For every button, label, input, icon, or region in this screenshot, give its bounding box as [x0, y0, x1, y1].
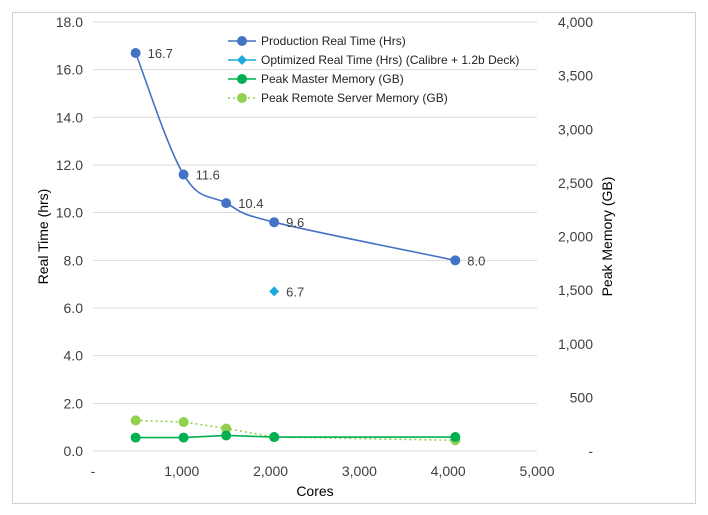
y-tick-label: 14.0 [56, 109, 83, 125]
y2-axis-title: Peak Memory (GB) [599, 177, 615, 297]
grid-layer [93, 21, 537, 452]
y-tick-label: 6.0 [64, 300, 84, 316]
y2-tick-label: 4,000 [558, 14, 593, 30]
y2-tick-label: 3,000 [558, 121, 593, 137]
data-point [221, 430, 232, 441]
y2-tick-label: 500 [570, 389, 594, 405]
y2-tick-label: 2,000 [558, 229, 593, 245]
legend-label: Production Real Time (Hrs) [261, 34, 406, 48]
series-layer [130, 47, 461, 446]
legend-item: Production Real Time (Hrs) [228, 34, 406, 48]
y-tick-label: 0.0 [64, 443, 84, 459]
data-label: 6.7 [286, 284, 304, 299]
y2-tick-label: 1,500 [558, 282, 593, 298]
legend-label: Peak Master Memory (GB) [261, 72, 404, 86]
data-point [269, 286, 280, 297]
legend-item: Peak Remote Server Memory (GB) [228, 91, 448, 105]
data-point [450, 432, 461, 443]
data-point [221, 423, 232, 434]
legend-marker [237, 55, 247, 65]
y-tick-label: 10.0 [56, 205, 83, 221]
legend-label: Peak Remote Server Memory (GB) [261, 91, 448, 105]
y-axis-title: Real Time (hrs) [35, 189, 51, 285]
y2-tick-label: 1,000 [558, 336, 593, 352]
data-point [269, 217, 280, 228]
data-label: 8.0 [467, 253, 485, 268]
series-0 [130, 47, 461, 266]
series-2 [130, 430, 461, 443]
x-tick-label: 5,000 [519, 463, 554, 479]
data-point [130, 47, 141, 58]
labels-layer: 16.7 11.6 10.4 9.6 8.0 6.7 [148, 46, 486, 299]
data-label: 11.6 [196, 168, 220, 183]
y-tick-label: 8.0 [64, 252, 84, 268]
legend: Production Real Time (Hrs) Optimized Real… [228, 34, 519, 105]
data-point [130, 415, 141, 426]
y-tick-label: 18.0 [56, 14, 83, 30]
data-point [221, 198, 232, 209]
x-tick-label: 4,000 [431, 463, 466, 479]
y-tick-label: 4.0 [64, 348, 84, 364]
y2-tick-label: 3,500 [558, 68, 593, 84]
data-point [178, 169, 189, 180]
legend-item: Peak Master Memory (GB) [228, 72, 404, 86]
x-tick-label: 2,000 [253, 463, 288, 479]
legend-marker [237, 93, 247, 103]
y-tick-label: 12.0 [56, 157, 83, 173]
axes-layer: 0.0 2.0 4.0 6.0 8.0 10.0 12.0 14.0 16.0 18.0 - 500 1… [56, 14, 594, 479]
x-tick-label: 3,000 [342, 463, 377, 479]
x-tick-label: 1,000 [164, 463, 199, 479]
data-point [269, 432, 280, 443]
data-point [178, 417, 189, 428]
chart-frame [12, 12, 696, 504]
series-1 [269, 286, 280, 297]
legend-marker [237, 36, 247, 46]
data-point [178, 432, 189, 443]
data-point [130, 432, 141, 443]
data-point [450, 255, 461, 266]
x-tick-label: - [91, 463, 96, 479]
data-label: 16.7 [148, 46, 173, 61]
y-tick-label: 16.0 [56, 62, 83, 78]
legend-marker [237, 74, 247, 84]
x-axis-title: Cores [296, 483, 333, 499]
legend-item: Optimized Real Time (Hrs) (Calibre + 1.2… [228, 53, 519, 67]
legend-label: Optimized Real Time (Hrs) (Calibre + 1.2… [261, 53, 519, 67]
y2-tick-label: - [588, 443, 593, 459]
y-tick-label: 2.0 [64, 395, 84, 411]
y2-tick-label: 2,500 [558, 175, 593, 191]
data-label: 10.4 [238, 196, 263, 211]
data-label: 9.6 [286, 215, 304, 230]
